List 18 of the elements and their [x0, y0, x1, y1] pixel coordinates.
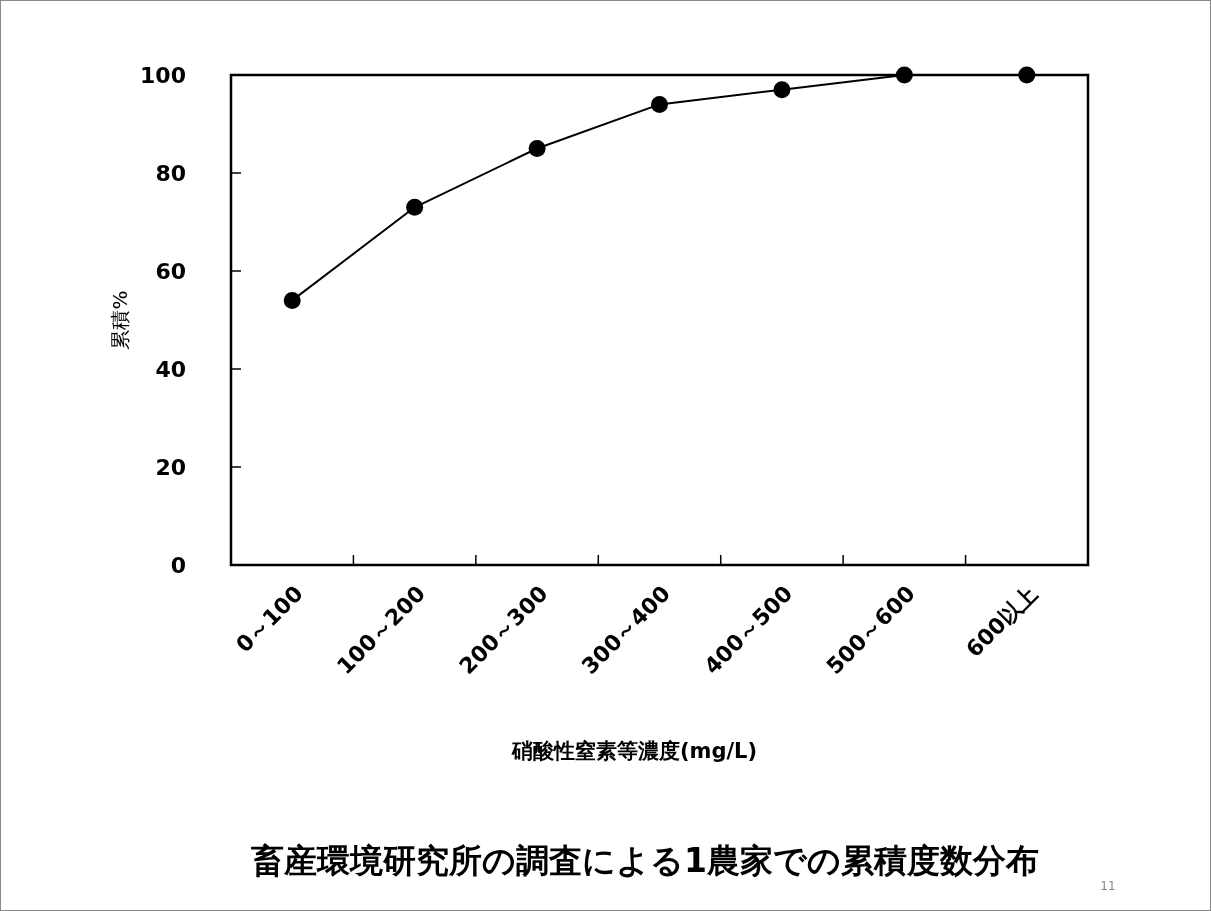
y-axis-title: 累積% — [108, 290, 132, 350]
point — [406, 198, 424, 216]
point — [895, 66, 913, 84]
point — [773, 81, 791, 99]
y-tick-label: 80 — [155, 161, 186, 186]
y-tick-label: 60 — [155, 259, 186, 284]
x-axis-title: 硝酸性窒素等濃度(mg/L) — [510, 739, 758, 763]
point — [1018, 66, 1036, 84]
y-tick-label: 20 — [155, 455, 186, 480]
x-tick-label: 600以上 — [961, 580, 1043, 663]
y-tick-label: 40 — [155, 357, 186, 382]
y-tick-label: 0 — [170, 553, 186, 578]
point — [651, 95, 668, 113]
text: 11 — [1100, 879, 1116, 893]
y-tick-label: 100 — [140, 63, 186, 88]
point — [283, 291, 301, 309]
text: 畜産環境研究所の調査による1農家での累積度数分布 — [251, 841, 1039, 880]
point — [528, 140, 546, 157]
